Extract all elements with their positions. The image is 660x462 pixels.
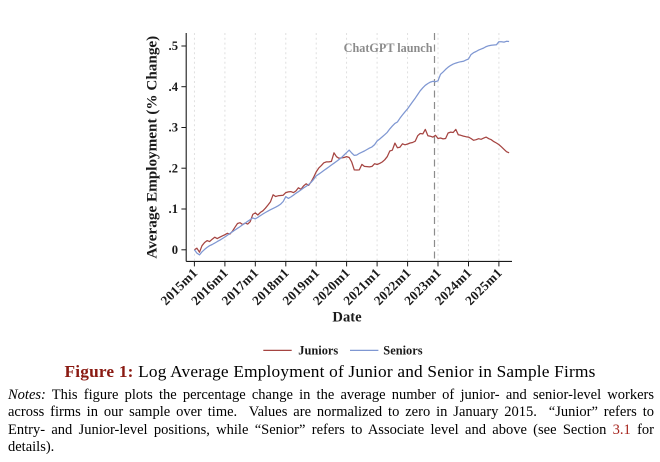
svg-text:Juniors: Juniors — [298, 344, 338, 358]
svg-text:0: 0 — [172, 243, 178, 257]
svg-text:.5: .5 — [169, 39, 178, 53]
svg-text:.3: .3 — [169, 121, 178, 135]
svg-text:.2: .2 — [169, 161, 178, 175]
svg-text:.1: .1 — [169, 202, 178, 216]
svg-text:Date: Date — [332, 310, 362, 326]
svg-text:Seniors: Seniors — [383, 344, 422, 358]
svg-text:ChatGPT launch: ChatGPT launch — [344, 41, 433, 55]
svg-text:Average Employment (% Change): Average Employment (% Change) — [144, 36, 161, 259]
svg-text:.4: .4 — [169, 80, 179, 94]
